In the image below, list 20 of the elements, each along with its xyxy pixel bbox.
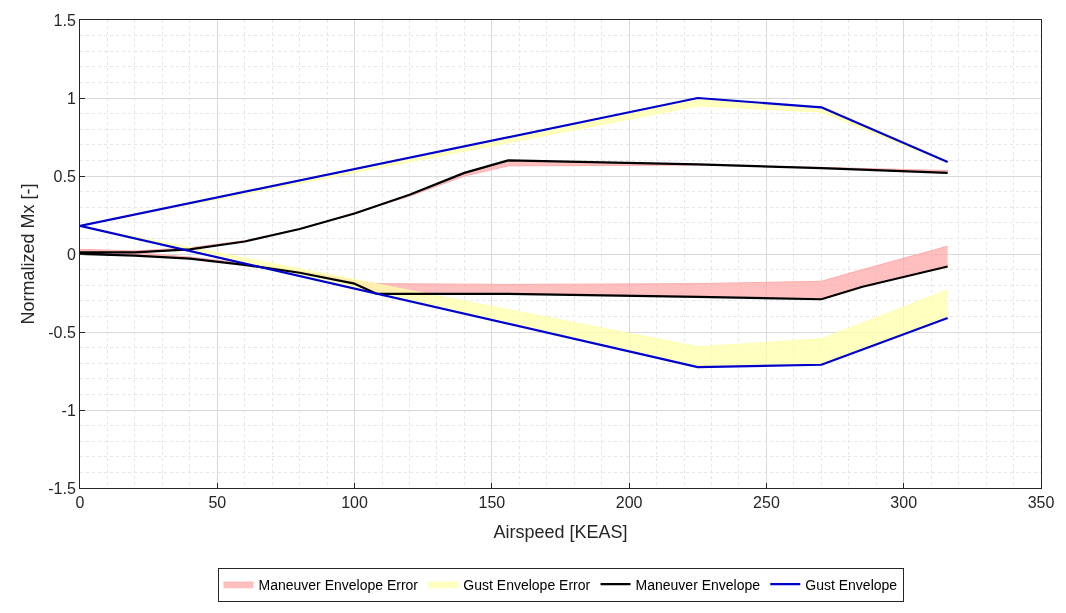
legend-label: Maneuver Envelope — [635, 576, 761, 593]
legend-label: Gust Envelope Error — [463, 576, 591, 593]
y-tick-label: 1.5 — [53, 11, 76, 29]
x-tick-label: 100 — [341, 494, 369, 512]
y-tick-label: -0.5 — [48, 323, 76, 341]
y-tick-label: -1.5 — [48, 479, 76, 497]
legend-label: Maneuver Envelope Error — [258, 576, 419, 593]
y-tick-label: 0.5 — [53, 167, 76, 185]
y-tick-label: 1 — [66, 89, 76, 107]
x-tick-label: 50 — [208, 494, 227, 512]
y-axis-title: Normalized Mx [-] — [18, 183, 39, 325]
y-tick-label: 0 — [66, 245, 76, 263]
x-tick-label: 250 — [753, 494, 780, 512]
x-tick-label: 200 — [615, 494, 643, 512]
x-tick-label: 300 — [890, 494, 918, 512]
legend-label: Gust Envelope — [805, 576, 898, 593]
x-tick-label: 350 — [1027, 494, 1055, 512]
x-tick-label: 150 — [478, 494, 506, 512]
y-tick-label: -1 — [61, 401, 76, 419]
x-axis-title: Airspeed [KEAS] — [493, 522, 628, 543]
